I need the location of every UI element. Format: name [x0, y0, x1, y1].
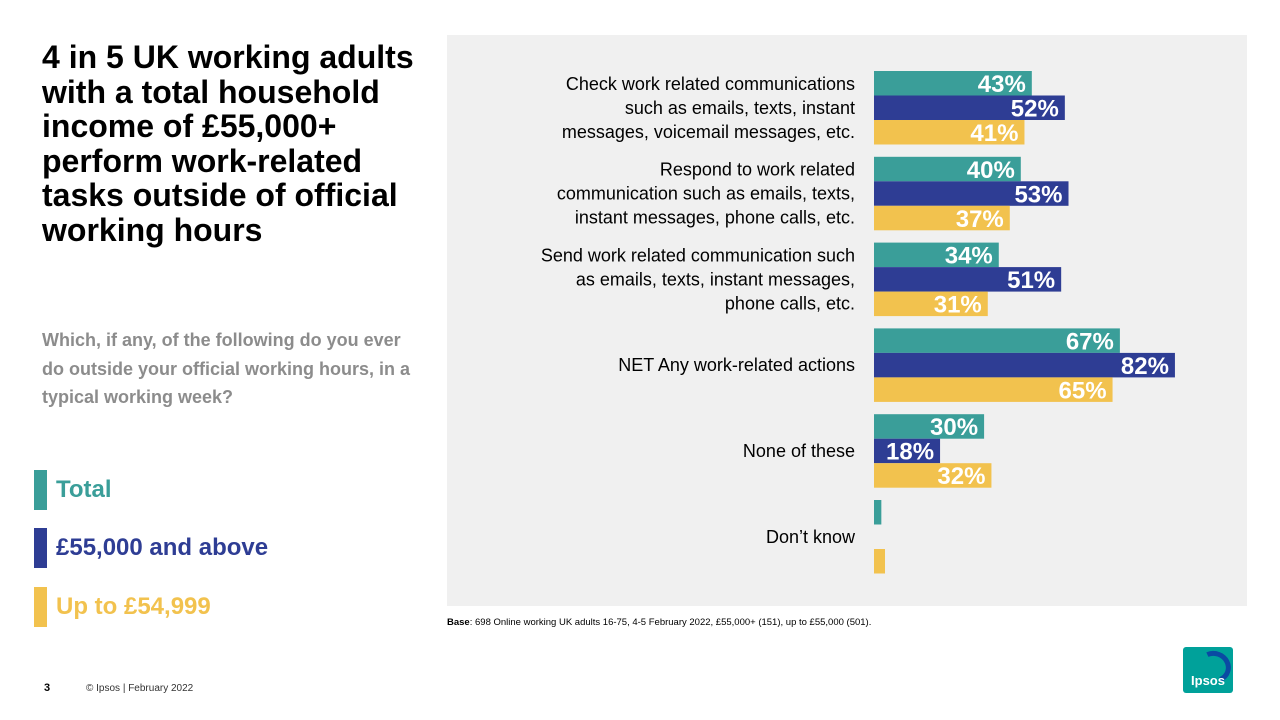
category-label: messages, voicemail messages, etc. [562, 122, 855, 142]
legend-swatch-high-income [34, 528, 47, 568]
category-label: NET Any work-related actions [618, 355, 855, 375]
base-note: Base: 698 Online working UK adults 16-75… [447, 617, 871, 628]
bar-total [874, 156, 1021, 182]
bar-low-income [874, 377, 1113, 402]
legend-item-high-income: £55,000 and above [34, 528, 354, 568]
data-label: 40% [967, 157, 1015, 184]
base-note-label: Base [447, 617, 470, 628]
bar-high-income [874, 438, 941, 464]
data-label: 18% [886, 439, 934, 466]
legend-item-total: Total [34, 470, 354, 510]
data-label: 65% [1059, 377, 1107, 404]
legend-item-low-income: Up to £54,999 [34, 587, 354, 627]
category-label: Send work related communication such [541, 245, 855, 265]
footer-copyright: © Ipsos | February 2022 [86, 683, 194, 694]
survey-question: Which, if any, of the following do you e… [42, 330, 411, 407]
data-label: 37% [956, 206, 1004, 233]
bar-chart: Check work related communications such as… [541, 71, 1175, 574]
bar-total [874, 414, 985, 439]
bar-total [874, 71, 1032, 96]
logo-text: Ipsos [1191, 673, 1225, 688]
data-label: 53% [1014, 181, 1062, 208]
page-number: 3 [44, 682, 51, 694]
category-label: such as emails, texts, instant [625, 98, 855, 118]
legend-swatch-total [34, 470, 47, 510]
category-label: Respond to work related [660, 160, 855, 180]
data-label: 43% [978, 71, 1026, 98]
data-label: 32% [937, 463, 985, 490]
category-label: phone calls, etc. [725, 293, 855, 313]
legend-label-total: Total [56, 476, 112, 503]
ipsos-logo: Ipsos [1183, 647, 1233, 693]
bar-low-income [874, 463, 992, 488]
bar-high-income [874, 181, 1069, 206]
data-label: 31% [934, 292, 982, 319]
category-label: communication such as emails, texts, [557, 184, 855, 204]
data-label: 67% [1066, 328, 1114, 355]
category-label: as emails, texts, instant messages, [576, 269, 855, 289]
data-label: 51% [1007, 267, 1055, 294]
category-label: None of these [743, 441, 855, 461]
category-label: instant messages, phone calls, etc. [575, 208, 855, 228]
legend-swatch-low-income [34, 587, 47, 627]
data-label: 41% [970, 120, 1018, 147]
category-label: Don’t know [766, 527, 856, 547]
bar-total [874, 328, 1120, 353]
bar-total [874, 500, 882, 525]
bar-high-income [874, 267, 1062, 292]
bar-low-income [874, 291, 988, 317]
category-label: Check work related communications [566, 74, 855, 94]
headline: 4 in 5 UK working adults with a total ho… [42, 39, 414, 248]
data-label: 34% [945, 243, 993, 270]
data-label: 82% [1121, 353, 1169, 380]
bar-low-income [874, 120, 1025, 145]
bar-low-income [874, 205, 1010, 231]
data-label: 30% [930, 414, 978, 441]
bar-total [874, 242, 999, 268]
legend-label-high-income: £55,000 and above [56, 534, 269, 561]
chart-panel: Check work related communications such as… [447, 35, 1247, 606]
bar-high-income [874, 352, 1175, 378]
base-note-text: : 698 Online working UK adults 16-75, 4-… [469, 617, 872, 628]
bar-low-income [874, 549, 886, 574]
bar-high-income [874, 95, 1065, 120]
legend-label-low-income: Up to £54,999 [56, 593, 211, 620]
data-label: 52% [1011, 96, 1059, 123]
